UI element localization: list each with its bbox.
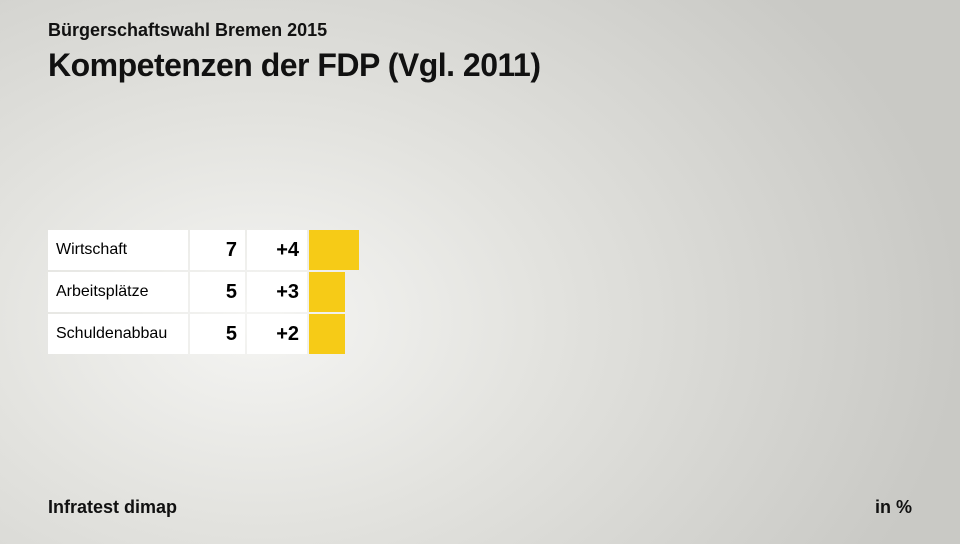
row-label: Wirtschaft [48, 230, 188, 270]
row-change: +3 [247, 272, 307, 312]
chart-canvas: Bürgerschaftswahl Bremen 2015 Kompetenze… [0, 0, 960, 544]
row-value: 5 [190, 314, 245, 354]
table-row: Wirtschaft 7 +4 [48, 230, 448, 270]
subtitle: Bürgerschaftswahl Bremen 2015 [48, 20, 540, 41]
row-label: Arbeitsplätze [48, 272, 188, 312]
bar [309, 272, 345, 312]
header: Bürgerschaftswahl Bremen 2015 Kompetenze… [48, 20, 540, 84]
chart-area: Wirtschaft 7 +4 Arbeitsplätze 5 +3 Schul… [48, 230, 448, 354]
table-row: Arbeitsplätze 5 +3 [48, 272, 448, 312]
unit-label: in % [875, 497, 912, 518]
row-value: 7 [190, 230, 245, 270]
bar [309, 230, 359, 270]
title: Kompetenzen der FDP (Vgl. 2011) [48, 47, 540, 84]
bar-track [309, 314, 448, 354]
row-change: +2 [247, 314, 307, 354]
source-label: Infratest dimap [48, 497, 177, 518]
bar-track [309, 272, 448, 312]
row-change: +4 [247, 230, 307, 270]
bar-track [309, 230, 448, 270]
row-value: 5 [190, 272, 245, 312]
table-row: Schuldenabbau 5 +2 [48, 314, 448, 354]
row-label: Schuldenabbau [48, 314, 188, 354]
bar [309, 314, 345, 354]
